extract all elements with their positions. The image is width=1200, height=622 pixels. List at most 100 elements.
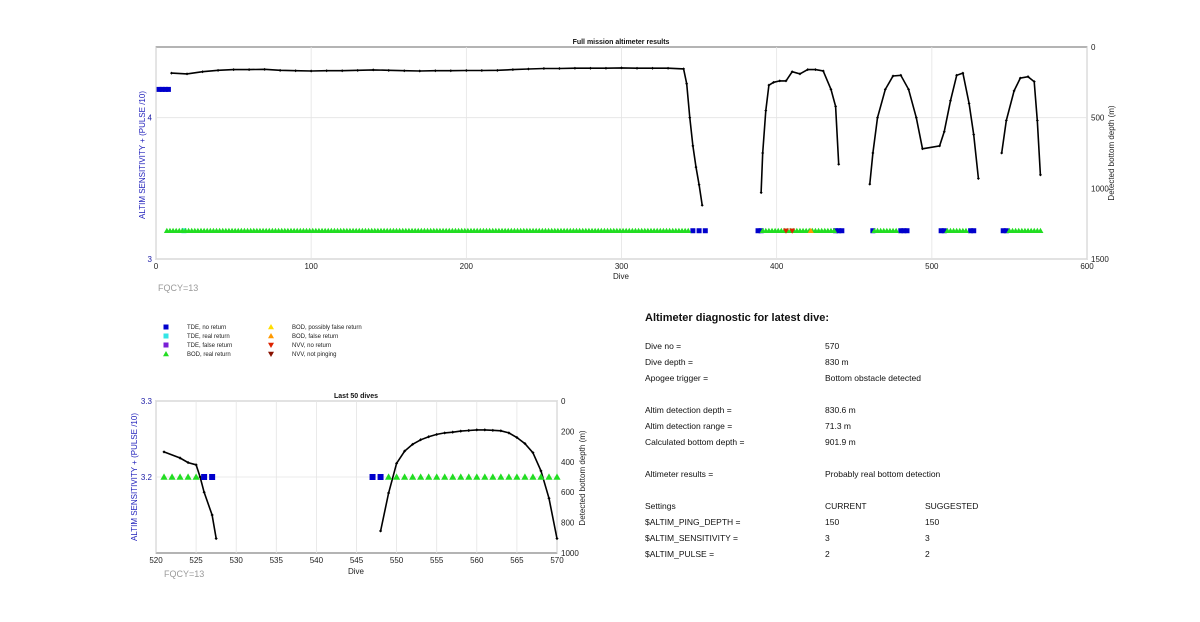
depth-point bbox=[459, 429, 463, 433]
depth-point bbox=[764, 109, 768, 113]
depth-point bbox=[1018, 76, 1022, 80]
depth-point bbox=[201, 70, 205, 74]
setting-suggested: 2 bbox=[925, 549, 930, 559]
y-right-tick-label: 400 bbox=[561, 458, 575, 467]
depth-point bbox=[194, 463, 198, 467]
depth-point bbox=[515, 435, 519, 440]
top-y-left-axis-label: ALTIM SENSITIVITY + (PULSE /10) bbox=[138, 91, 147, 219]
altimeter-point bbox=[401, 473, 409, 480]
legend-marker bbox=[268, 333, 274, 339]
depth-point bbox=[480, 68, 484, 72]
legend-marker bbox=[163, 351, 169, 357]
y-right-tick-label: 600 bbox=[561, 488, 575, 497]
depth-point bbox=[666, 66, 670, 70]
depth-point bbox=[798, 72, 802, 76]
altimeter-point bbox=[702, 228, 708, 234]
altimeter-point bbox=[521, 473, 529, 480]
depth-point bbox=[491, 428, 495, 432]
altimeter-point bbox=[184, 473, 192, 480]
depth-point bbox=[263, 67, 267, 71]
x-tick-label: 200 bbox=[460, 262, 474, 271]
altimeter-point bbox=[839, 228, 845, 234]
bottom-y-left-axis-label: ALTIM SENSITIVITY + (PULSE /10) bbox=[130, 413, 139, 541]
depth-point bbox=[772, 80, 776, 84]
depth-point bbox=[813, 68, 817, 72]
altimeter-point bbox=[1000, 228, 1006, 234]
depth-point bbox=[682, 67, 686, 71]
y-left-tick-label: 4 bbox=[148, 114, 153, 123]
settings-header-suggested: SUGGESTED bbox=[925, 501, 979, 511]
legend: TDE, no return TDE, real return TDE, false… bbox=[163, 324, 362, 358]
bottom-chart: 520 525 530 535 540 545 550 555 560 565 570 3.2 3.3 0… bbox=[130, 393, 587, 579]
depth-point bbox=[691, 144, 695, 148]
x-tick-label: 520 bbox=[149, 556, 163, 565]
depth-point bbox=[784, 79, 788, 83]
altimeter-point bbox=[159, 86, 165, 92]
top-data-marks bbox=[156, 66, 1044, 234]
depth-point bbox=[340, 69, 344, 73]
x-tick-label: 540 bbox=[310, 556, 324, 565]
altimeter-point bbox=[807, 227, 814, 233]
bottom-y-right-axis-label: Detected bottom depth (m) bbox=[578, 430, 587, 525]
bottom-fqcy-label: FQCY=13 bbox=[164, 569, 204, 579]
altimeter-point bbox=[465, 473, 473, 480]
depth-point bbox=[790, 70, 794, 74]
depth-point bbox=[526, 67, 530, 71]
depth-point bbox=[483, 428, 487, 432]
setting-name: $ALTIM_PULSE = bbox=[645, 549, 715, 559]
depth-point bbox=[162, 450, 166, 454]
legend-marker bbox=[163, 342, 169, 348]
depth-point bbox=[542, 66, 546, 70]
depth-point bbox=[976, 176, 980, 180]
legend-label: TDE, no return bbox=[187, 325, 226, 331]
depth-point bbox=[449, 69, 453, 73]
legend-marker bbox=[268, 351, 274, 357]
depth-point bbox=[767, 83, 771, 87]
depth-point bbox=[451, 430, 455, 434]
x-tick-label: 555 bbox=[430, 556, 444, 565]
depth-point bbox=[435, 432, 439, 437]
altimeter-point bbox=[968, 228, 974, 234]
y-right-tick-label: 1000 bbox=[561, 549, 579, 558]
setting-current: 150 bbox=[825, 517, 840, 527]
diag-label: Altimeter results = bbox=[645, 469, 714, 479]
depth-point bbox=[871, 151, 875, 155]
x-tick-label: 525 bbox=[189, 556, 203, 565]
legend-marker bbox=[163, 324, 169, 330]
depth-point bbox=[588, 66, 592, 70]
y-right-tick-label: 1500 bbox=[1091, 255, 1109, 264]
depth-point bbox=[202, 490, 206, 494]
y-right-tick-label: 500 bbox=[1091, 114, 1105, 123]
y-left-tick-label: 3.3 bbox=[141, 397, 153, 406]
depth-point bbox=[467, 428, 471, 433]
depth-point bbox=[356, 68, 360, 72]
top-x-axis-label: Dive bbox=[613, 272, 630, 281]
altimeter-point bbox=[473, 473, 481, 480]
depth-point bbox=[914, 116, 918, 120]
altimeter-point bbox=[201, 474, 208, 480]
diagnostic-panel: Altimeter diagnostic for latest dive: Di… bbox=[645, 312, 1185, 562]
depth-point bbox=[1032, 80, 1036, 84]
depth-point bbox=[967, 102, 971, 106]
legend-marker bbox=[268, 342, 274, 348]
y-right-tick-label: 0 bbox=[1091, 43, 1096, 52]
legend-marker bbox=[163, 333, 169, 339]
settings-header-row: Settings CURRENT SUGGESTED bbox=[645, 498, 1185, 514]
diag-label: Dive depth = bbox=[645, 357, 693, 367]
altimeter-point bbox=[176, 473, 184, 480]
depth-point bbox=[403, 449, 407, 453]
x-tick-label: 530 bbox=[230, 556, 244, 565]
setting-name: $ALTIM_PING_DEPTH = bbox=[645, 517, 741, 527]
settings-row-ping-depth: $ALTIM_PING_DEPTH = 150 150 bbox=[645, 514, 1185, 530]
diag-row-apogee-trigger: Apogee trigger = Bottom obstacle detecte… bbox=[645, 370, 1185, 386]
altimeter-point bbox=[545, 473, 553, 480]
diag-label: Dive no = bbox=[645, 341, 682, 351]
altimeter-point bbox=[831, 227, 838, 233]
depth-point bbox=[395, 461, 399, 465]
diag-row-dive-no: Dive no = 570 bbox=[645, 338, 1185, 354]
altimeter-point bbox=[417, 473, 425, 480]
setting-suggested: 3 bbox=[925, 533, 930, 543]
depth-point bbox=[433, 69, 437, 73]
altimeter-point bbox=[489, 473, 497, 480]
depth-point bbox=[555, 536, 559, 541]
